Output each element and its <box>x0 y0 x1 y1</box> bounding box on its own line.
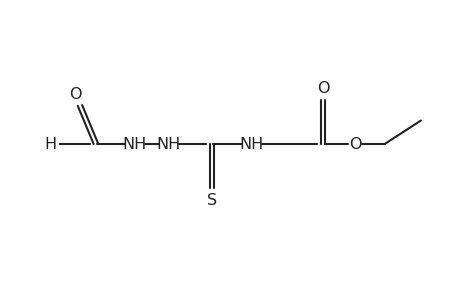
Text: O: O <box>69 87 82 102</box>
Text: NH: NH <box>239 136 263 152</box>
Text: NH: NH <box>122 136 146 152</box>
Text: H: H <box>45 136 56 152</box>
Text: NH: NH <box>156 136 180 152</box>
Text: O: O <box>348 136 360 152</box>
Text: S: S <box>206 193 216 208</box>
Text: O: O <box>316 81 329 96</box>
